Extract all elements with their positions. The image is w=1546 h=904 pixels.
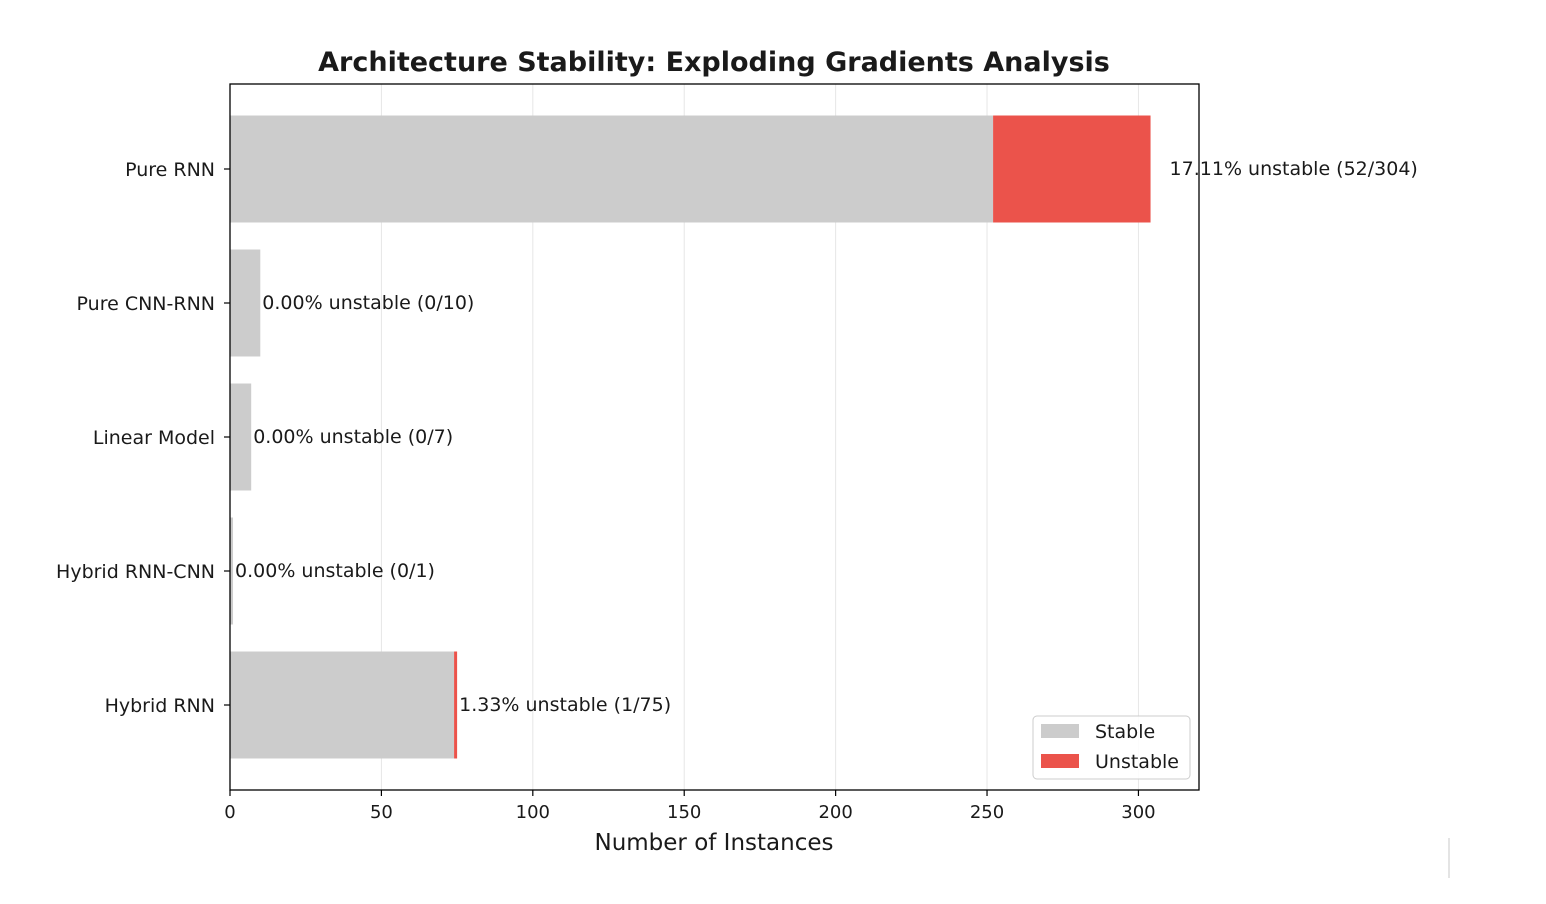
legend-swatch-stable <box>1041 724 1079 738</box>
chart-title: Architecture Stability: Exploding Gradie… <box>318 47 1110 78</box>
x-tick-label: 200 <box>818 802 852 823</box>
bar-stable <box>230 249 261 357</box>
bar-labels: 17.11% unstable (52/304) 0.00% unstable (… <box>235 158 1418 716</box>
x-axis-title: Number of Instances <box>595 830 834 856</box>
x-tick-label: 50 <box>370 802 393 823</box>
bar-unstable <box>454 651 458 759</box>
bar-label: 0.00% unstable (0/1) <box>235 560 435 582</box>
bar-label: 0.00% unstable (0/10) <box>262 292 474 314</box>
category-label: Pure RNN <box>125 159 215 181</box>
bar-stable <box>230 115 994 223</box>
legend-swatch-unstable <box>1041 754 1079 768</box>
bar-stable <box>230 383 252 491</box>
x-tick-label: 300 <box>1121 802 1155 823</box>
bar-label: 0.00% unstable (0/7) <box>253 426 453 448</box>
legend: Stable Unstable <box>1032 715 1191 780</box>
legend-label: Unstable <box>1095 751 1179 773</box>
category-label: Linear Model <box>93 427 215 449</box>
bar-stable <box>230 517 234 625</box>
bar-unstable <box>993 115 1151 223</box>
x-tick-label: 0 <box>224 802 235 823</box>
x-axis: 0 50 100 150 200 250 300 <box>224 790 1156 823</box>
category-label: Hybrid RNN <box>105 695 215 717</box>
y-axis: Pure RNN Pure CNN-RNN Linear Model Hybrid R… <box>56 159 230 717</box>
legend-label: Stable <box>1095 721 1155 743</box>
bar-label: 1.33% unstable (1/75) <box>459 694 671 716</box>
bars <box>230 115 1151 759</box>
x-tick-label: 150 <box>667 802 701 823</box>
x-tick-label: 100 <box>516 802 550 823</box>
category-label: Pure CNN-RNN <box>77 293 215 315</box>
bar-stable <box>230 651 455 759</box>
category-label: Hybrid RNN-CNN <box>56 561 215 583</box>
bar-label: 17.11% unstable (52/304) <box>1170 158 1418 180</box>
x-tick-label: 250 <box>970 802 1004 823</box>
